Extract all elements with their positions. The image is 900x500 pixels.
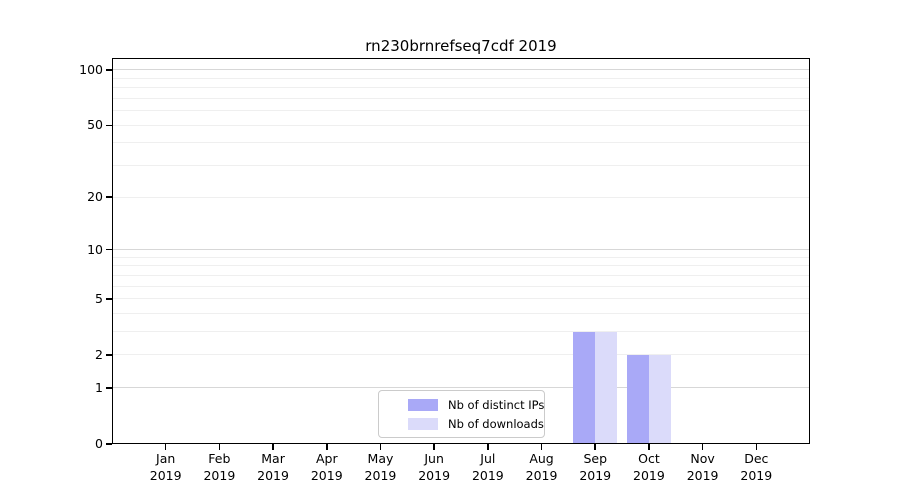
gridline-minor [112,265,810,267]
x-year-label: 2019 [579,467,612,483]
chart-title: rn230brnrefseq7cdf 2019 [365,37,557,55]
gridline-minor [112,165,810,167]
y-tick-label: 0 [95,436,103,451]
x-tick-mark [594,444,597,450]
x-year-label: 2019 [418,467,451,483]
legend-label-downloads: Nb of downloads [448,416,544,431]
y-tick-label: 10 [87,241,103,257]
x-tick-mark [487,444,489,450]
x-tick-label-aug: Aug 2019 [502,451,582,484]
gridline-major [112,249,810,251]
legend-item-downloads: Nb of downloads [379,414,544,433]
x-tick-mark [379,444,382,450]
bar-distinct-ips-sep [573,331,596,444]
gridline-minor [112,274,810,276]
y-tick-label: 20 [87,189,103,205]
y-tick-mark [106,387,112,389]
y-tick-mark [106,443,112,445]
x-tick-label-sep: Sep 2019 [555,451,635,484]
x-tick-mark [433,444,435,450]
gridline-minor [112,256,810,258]
x-year-label: 2019 [525,467,558,483]
x-tick-mark [218,444,221,450]
x-month-label: Nov [690,451,715,466]
bar-downloads-sep [595,331,618,444]
x-year-label: 2019 [149,467,182,483]
x-month-label: Jan [156,451,176,466]
x-tick-label-dec: Dec 2019 [716,451,796,484]
x-year-label: 2019 [740,467,773,483]
x-tick-label-oct: Oct 2019 [609,451,689,484]
y-tick-label: 100 [79,61,103,77]
gridline-minor [112,77,810,79]
x-year-label: 2019 [633,467,665,483]
x-tick-label-jun: Jun 2019 [394,451,474,484]
x-month-label: Mar [261,451,285,466]
gridline-major [112,387,810,389]
x-month-label: Aug [529,451,554,466]
gridline-minor [112,331,810,333]
y-tick-label: 5 [95,290,103,306]
x-tick-label-mar: Mar 2019 [233,451,313,484]
x-year-label: 2019 [203,467,236,483]
bar-downloads-oct [648,354,671,444]
gridline-minor [112,97,810,99]
legend-swatch-distinct-ips [408,398,438,411]
bar-distinct-ips-oct [626,354,649,444]
x-month-label: Jul [480,451,496,466]
gridline-minor [112,313,810,315]
x-year-label: 2019 [257,467,289,483]
legend-label-distinct-ips: Nb of distinct IPs [448,397,545,412]
x-tick-label-apr: Apr 2019 [287,451,367,484]
legend-item-distinct-ips: Nb of distinct IPs [379,395,544,414]
y-tick-label: 2 [95,346,103,362]
gridline-minor [112,110,810,112]
x-year-label: 2019 [686,467,719,483]
x-month-label: Oct [638,451,660,466]
x-tick-mark [648,444,650,450]
y-tick-mark [106,124,112,127]
x-tick-label-may: May 2019 [340,451,420,484]
x-year-label: 2019 [471,467,504,483]
x-tick-mark [164,444,167,450]
gridline-minor [112,87,810,89]
x-tick-label-nov: Nov 2019 [663,451,743,484]
y-tick-mark [106,69,112,71]
gridline-minor [112,285,810,287]
gridline-minor [112,298,810,300]
x-year-label: 2019 [364,467,397,483]
gridline-minor [112,196,810,198]
x-year-label: 2019 [310,467,343,483]
y-tick-mark [106,354,112,356]
x-tick-mark [540,444,543,450]
gridline-minor [112,142,810,144]
x-tick-mark [325,444,328,450]
x-tick-label-jul: Jul 2019 [448,451,528,484]
x-month-label: Apr [315,451,338,466]
y-tick-mark [106,196,112,199]
x-tick-label-feb: Feb 2019 [179,451,259,484]
x-tick-mark [272,444,274,450]
legend: Nb of distinct IPs Nb of downloads [378,390,545,438]
y-tick-label: 1 [95,379,103,395]
x-month-label: Dec [744,451,769,466]
x-month-label: Jun [424,451,444,466]
x-month-label: May [367,451,394,466]
gridline-major [112,69,810,71]
y-tick-mark [106,297,112,300]
y-tick-label: 50 [87,117,103,133]
x-tick-mark [701,444,704,450]
x-month-label: Feb [208,451,231,466]
x-month-label: Sep [583,451,607,466]
gridline-minor [112,354,810,356]
x-tick-label-jan: Jan 2019 [126,451,206,484]
y-tick-mark [106,248,112,251]
x-tick-mark [755,444,758,450]
gridline-minor [112,124,810,126]
plot-area [112,58,810,444]
legend-swatch-downloads [408,417,438,430]
